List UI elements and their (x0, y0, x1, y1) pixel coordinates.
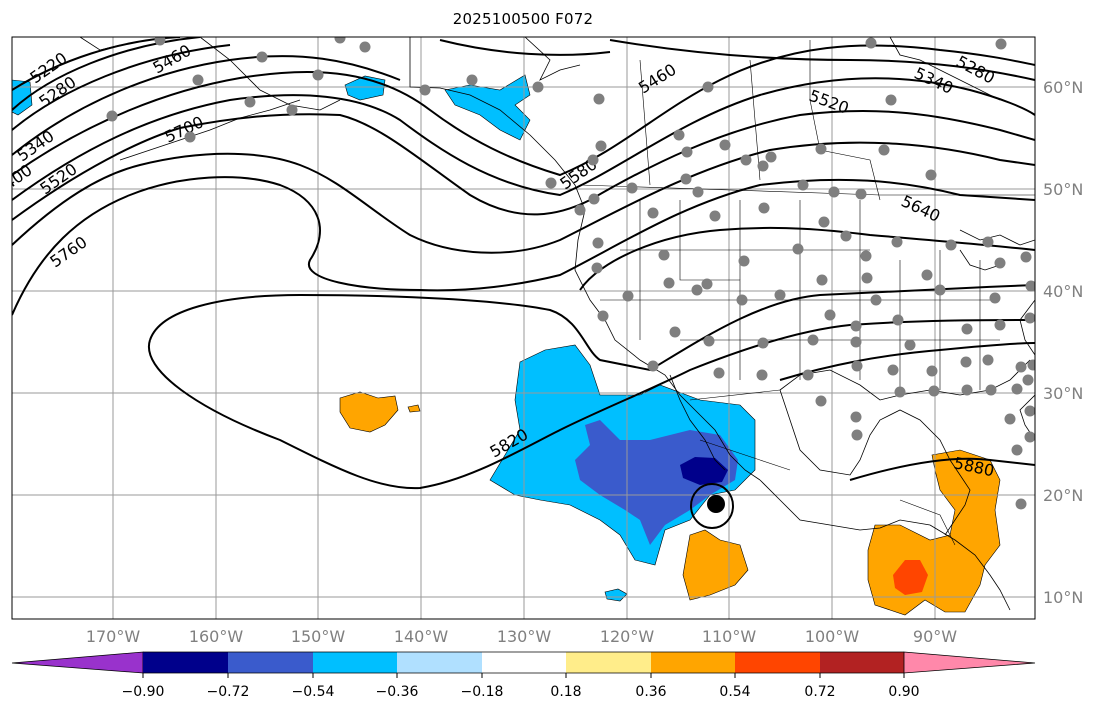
colorbar-high-extension (903, 651, 1036, 674)
colorbar-low-extension (11, 651, 144, 674)
small-positive-patch (407, 404, 421, 413)
colorbar-segment (397, 652, 482, 673)
lon-label: 150°W (291, 627, 346, 646)
lon-label: 120°W (600, 627, 655, 646)
colorbar-tick-label: 0.18 (550, 684, 581, 700)
colorbar-segment (566, 652, 651, 673)
lon-label: 160°W (189, 627, 244, 646)
colorbar-tick-label: −0.18 (461, 684, 504, 700)
lon-label: 110°W (702, 627, 757, 646)
lat-label: 10°N (1043, 588, 1083, 607)
colorbar-tick-label: 0.72 (804, 684, 835, 700)
colorbar-segment (482, 652, 566, 673)
lat-label: 30°N (1043, 384, 1083, 403)
latitude-labels: 60°N 50°N 40°N 30°N 20°N 10°N (1043, 78, 1083, 607)
lon-label: 130°W (497, 627, 552, 646)
lon-label: 170°W (86, 627, 141, 646)
colorbar-segment (143, 652, 228, 673)
colorbar-tick-label: −0.90 (122, 684, 165, 700)
lat-label: 20°N (1043, 486, 1083, 505)
lat-label: 60°N (1043, 78, 1083, 97)
colorbar-tick-label: −0.36 (376, 684, 419, 700)
colorbar-tick-label: −0.54 (292, 684, 335, 700)
lat-label: 50°N (1043, 180, 1083, 199)
colorbar-segment (651, 652, 735, 673)
extreme-negative-anomaly-region (680, 457, 728, 485)
map-frame (11, 36, 1036, 620)
colorbar: −0.90 −0.72 −0.54 −0.36 −0.18 0.18 0.36 … (11, 651, 1036, 700)
colorbar-segment (820, 652, 904, 673)
colorbar-segment (228, 652, 313, 673)
anomaly-fills (12, 74, 1001, 616)
colorbar-segment (735, 652, 820, 673)
lon-label: 90°W (913, 627, 957, 646)
station-markers (106, 37, 1035, 510)
strong-negative-anomaly-region (575, 420, 738, 545)
colorbar-ticks (142, 673, 905, 678)
alaska-panhandle-negative-patch (444, 74, 531, 141)
colorbar-segment (313, 652, 397, 673)
map-title: 2025100500 F072 (452, 10, 594, 28)
height-contours (12, 37, 1035, 529)
lon-label: 140°W (394, 627, 449, 646)
central-america-strong-positive-patch (893, 560, 928, 595)
colorbar-tick-label: 0.36 (635, 684, 666, 700)
lon-label: 100°W (805, 627, 860, 646)
colorbar-tick-label: −0.72 (207, 684, 250, 700)
lat-label: 40°N (1043, 282, 1083, 301)
longitude-labels: 170°W 160°W 150°W 140°W 130°W 120°W 110°… (86, 627, 957, 646)
colorbar-tick-label: 0.54 (719, 684, 750, 700)
mexico-positive-patch (682, 529, 749, 601)
storm-center-marker (707, 495, 725, 513)
pacific-positive-patch (339, 391, 399, 433)
colorbar-tick-label: 0.90 (888, 684, 919, 700)
